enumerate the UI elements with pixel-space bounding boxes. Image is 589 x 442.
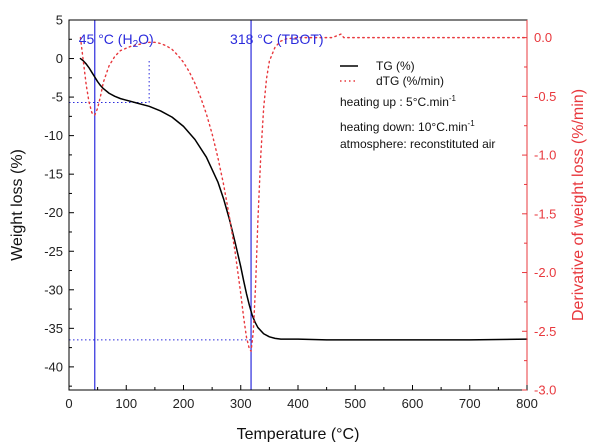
y2-tick-label: -2.5 [534,324,556,339]
legend: TG (%) dTG (%/min) [340,59,444,88]
conditions-notes: heating up : 5°C.min-1 heating down: 10°C… [340,94,495,151]
x-tick-label: 300 [230,396,252,411]
y-tick-label: 5 [56,13,63,28]
legend-label-dtg: dTG (%/min) [376,74,444,88]
y-tick-label: -5 [51,90,63,105]
y-tick-label: 0 [56,51,63,66]
marker-label: 318 °C (TBOT) [230,31,324,47]
x-tick-label: 0 [65,396,72,411]
legend-label-tg: TG (%) [376,59,415,73]
x-tick-label: 400 [287,396,309,411]
y2-tick-label: -1.5 [534,206,556,221]
y-tick-label: -15 [44,167,63,182]
y-axis-title: Weight loss (%) [9,149,26,261]
x-tick-label: 700 [459,396,481,411]
y-tick-label: -35 [44,321,63,336]
y2-tick-label: -2.0 [534,265,556,280]
y-tick-label: -20 [44,205,63,220]
y2-tick-label: -0.5 [534,89,556,104]
y-axis-left: 5 0 -5 -10 -15 -20 -25 -30 -35 -40 [44,13,74,387]
x-tick-label: 800 [516,396,538,411]
y-tick-label: -40 [44,359,63,374]
condition-note: atmosphere: reconstituted air [340,137,495,151]
condition-note: heating down: 10°C.min-1 [340,119,475,134]
y-tick-label: -10 [44,128,63,143]
x-axis: 0 100 200 300 400 500 600 700 800 [65,385,538,411]
y-tick-label: -30 [44,282,63,297]
y2-tick-label: 0.0 [534,30,552,45]
series-layer [79,33,528,352]
guide-lines [69,58,252,341]
x-axis-title: Temperature (°C) [237,426,360,442]
series-line-tg [79,57,528,341]
condition-note: heating up : 5°C.min-1 [340,94,457,109]
y-tick-label: -25 [44,244,63,259]
y2-tick-label: -3.0 [534,383,556,398]
marker-label: 45 °C (H2O) [79,31,154,50]
x-tick-label: 500 [344,396,366,411]
y2-axis-title: Derivative of weight loss (%/min) [570,89,587,321]
y-axis-right: 0.0 -0.5 -1.0 -1.5 -2.0 -2.5 -3.0 [522,30,556,398]
x-tick-label: 100 [115,396,137,411]
y2-tick-label: -1.0 [534,148,556,163]
x-tick-label: 600 [402,396,424,411]
series-line-dtg [79,33,528,352]
x-tick-label: 200 [173,396,195,411]
marker-labels: 45 °C (H2O) 318 °C (TBOT) [79,31,324,50]
marker-lines [94,20,252,390]
